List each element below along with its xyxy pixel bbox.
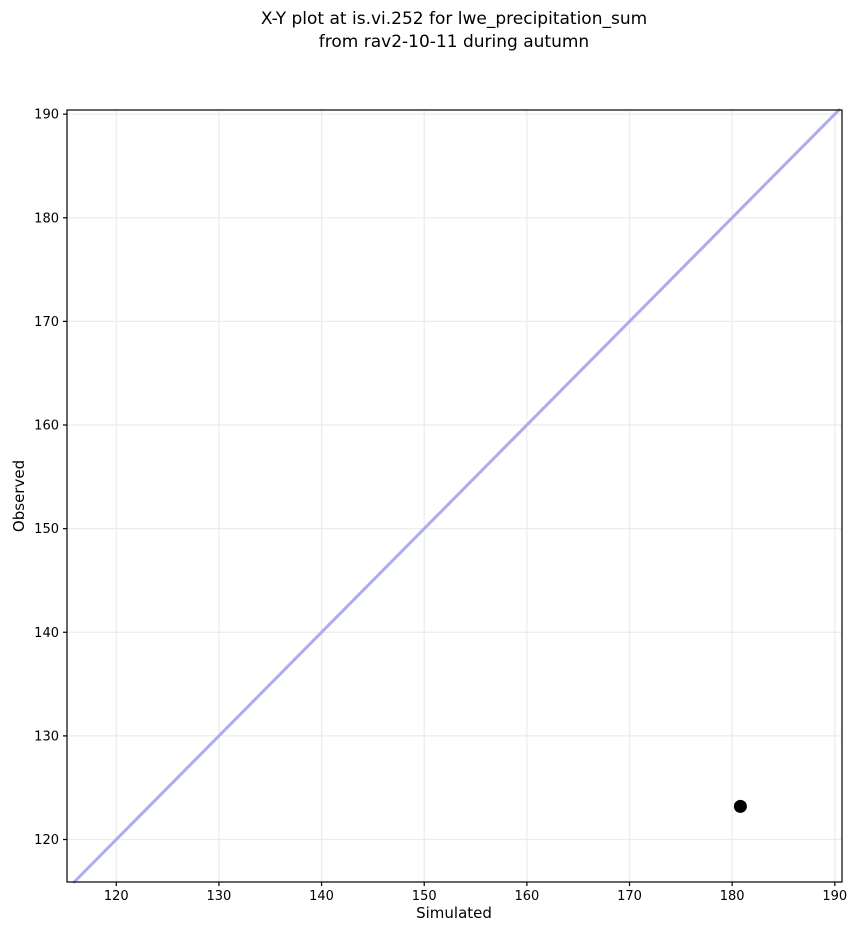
data-layer — [72, 108, 841, 884]
tick-label-y-120: 120 — [34, 833, 59, 848]
x-axis-label: Simulated — [416, 904, 492, 922]
tick-label-x-130: 130 — [207, 889, 232, 904]
tick-label-x-120: 120 — [104, 889, 129, 904]
tick-label-x-170: 170 — [617, 889, 642, 904]
axis-layer: 120 130 140 150 160 170 180 190 120 130 140 150 160 1… — [34, 108, 847, 904]
tick-label-y-140: 140 — [34, 626, 59, 641]
data-point-observed-vs-simulated-0 — [733, 799, 747, 813]
identity-line — [72, 108, 841, 884]
tick-label-x-160: 160 — [514, 889, 539, 904]
tick-label-x-140: 140 — [309, 889, 334, 904]
plot-border — [66, 109, 843, 883]
tick-label-x-190: 190 — [822, 889, 847, 904]
tick-label-y-150: 150 — [34, 522, 59, 537]
y-axis-label: Observed — [10, 460, 28, 532]
tick-label-y-160: 160 — [34, 419, 59, 434]
tick-label-x-180: 180 — [720, 889, 745, 904]
grid-layer — [67, 110, 842, 882]
tick-label-x-150: 150 — [412, 889, 437, 904]
tick-label-y-180: 180 — [34, 211, 59, 226]
chart-title-line2: from rav2-10-11 during autumn — [319, 32, 589, 52]
chart-title-line1: X-Y plot at is.vi.252 for lwe_precipitat… — [261, 9, 647, 29]
tick-label-y-170: 170 — [34, 315, 59, 330]
tick-label-y-190: 190 — [34, 108, 59, 123]
tick-label-y-130: 130 — [34, 729, 59, 744]
